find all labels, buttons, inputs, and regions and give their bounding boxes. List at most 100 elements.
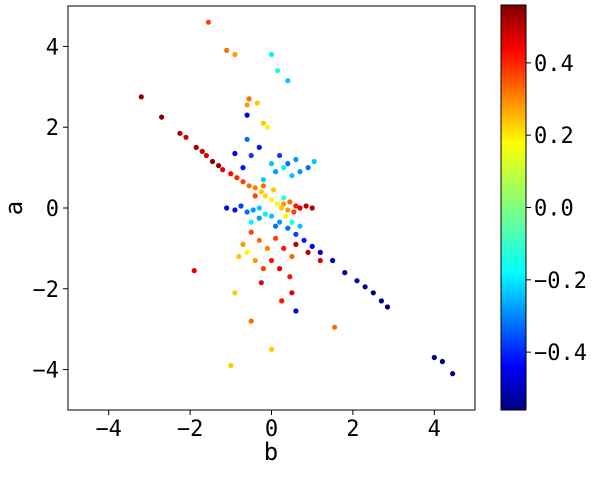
scatter-point (293, 231, 299, 237)
scatter-point (252, 193, 258, 199)
scatter-point (362, 284, 368, 290)
scatter-point (228, 363, 234, 369)
scatter-point (138, 94, 144, 100)
scatter-point (268, 197, 275, 203)
scatter-point (287, 199, 293, 205)
scatter-point (252, 185, 258, 191)
scatter-point (262, 193, 268, 199)
scatter-point (260, 183, 266, 189)
scatter-point (183, 134, 189, 140)
scatter-point (330, 257, 336, 264)
scatter-point (193, 144, 199, 150)
scatter-point (260, 120, 266, 126)
scatter-point (256, 237, 262, 243)
scatter-point (268, 161, 275, 167)
scatter-point (244, 209, 250, 215)
scatter-point (244, 112, 250, 118)
scatter-point (256, 205, 262, 211)
scatter-point (224, 205, 230, 211)
scatter-point (209, 158, 216, 165)
colorbar-tick-label: 0.4 (534, 52, 574, 77)
scatter-point (309, 243, 315, 249)
scatter-point (277, 266, 283, 272)
y-tick-label: −4 (33, 359, 60, 384)
scatter-point (297, 169, 303, 175)
scatter-point (191, 268, 197, 274)
scatter-point (232, 150, 238, 157)
scatter-point (301, 237, 307, 243)
scatter-point (342, 270, 348, 276)
scatter-point (240, 179, 246, 185)
scatter-point (354, 278, 360, 284)
scatter-point (264, 124, 270, 130)
scatter-point (270, 187, 277, 193)
scatter-point (273, 235, 279, 241)
scatter-point (240, 165, 246, 171)
scatter-point (250, 207, 256, 213)
scatter-point (224, 47, 230, 54)
scatter-points (138, 19, 456, 377)
scatter-point (303, 203, 309, 209)
x-tick-label: −2 (177, 417, 204, 442)
x-tick-label: 0 (265, 417, 278, 442)
scatter-point (256, 215, 262, 221)
scatter-point (293, 241, 299, 247)
scatter-point (240, 241, 246, 247)
scatter-point (291, 209, 297, 215)
x-tick-label: 4 (428, 417, 441, 442)
scatter-point (305, 165, 311, 171)
scatter-point (258, 189, 264, 195)
scatter-point (246, 96, 252, 102)
y-axis: −4 −2 0 2 4 (33, 35, 68, 384)
scatter-point (248, 318, 254, 324)
scatter-point (297, 205, 303, 211)
scatter-point (285, 161, 291, 167)
scatter-point (273, 169, 279, 175)
scatter-point (268, 346, 275, 352)
scatter-point (277, 219, 283, 225)
y-tick-label: 4 (46, 35, 59, 60)
scatter-point (309, 205, 315, 211)
colorbar-axis: −0.4 −0.2 0.0 0.2 0.4 (526, 52, 587, 366)
colorbar-tick-label: −0.4 (534, 341, 587, 366)
colorbar-tick-label: 0.0 (534, 197, 574, 222)
scatter-point (289, 253, 295, 260)
scatter-point (244, 249, 250, 255)
scatter-point (177, 130, 183, 136)
scatter-point (332, 324, 338, 330)
scatter-point (220, 167, 226, 173)
scatter-point (287, 274, 293, 280)
scatter-point (281, 201, 287, 207)
scatter-point (277, 152, 283, 159)
scatter-point (311, 158, 317, 165)
y-tick-label: 2 (46, 116, 59, 141)
scatter-point (228, 171, 234, 177)
scatter-point (317, 249, 323, 255)
scatter-point (439, 358, 445, 365)
scatter-point (244, 102, 250, 108)
scatter-point (216, 163, 222, 169)
scatter-point (254, 100, 260, 106)
scatter-point (246, 183, 252, 189)
scatter-point (232, 290, 238, 296)
scatter-point (264, 245, 270, 251)
scatter-point (289, 173, 295, 179)
scatter-point (268, 213, 275, 219)
scatter-point (431, 354, 437, 361)
scatter-point (293, 203, 299, 209)
scatter-point (252, 257, 258, 264)
scatter-point (205, 19, 211, 25)
scatter-point (305, 249, 311, 255)
scatter-point (317, 257, 323, 264)
scatter-point (159, 114, 165, 120)
scatter-point (238, 203, 244, 209)
scatter-point (244, 136, 250, 142)
y-tick-label: 0 (46, 197, 59, 222)
scatter-point (279, 298, 285, 304)
scatter-point (248, 219, 254, 225)
colorbar (500, 4, 527, 411)
scatter-point (268, 51, 275, 58)
scatter-point (248, 229, 254, 235)
x-tick-label: 2 (346, 417, 359, 442)
